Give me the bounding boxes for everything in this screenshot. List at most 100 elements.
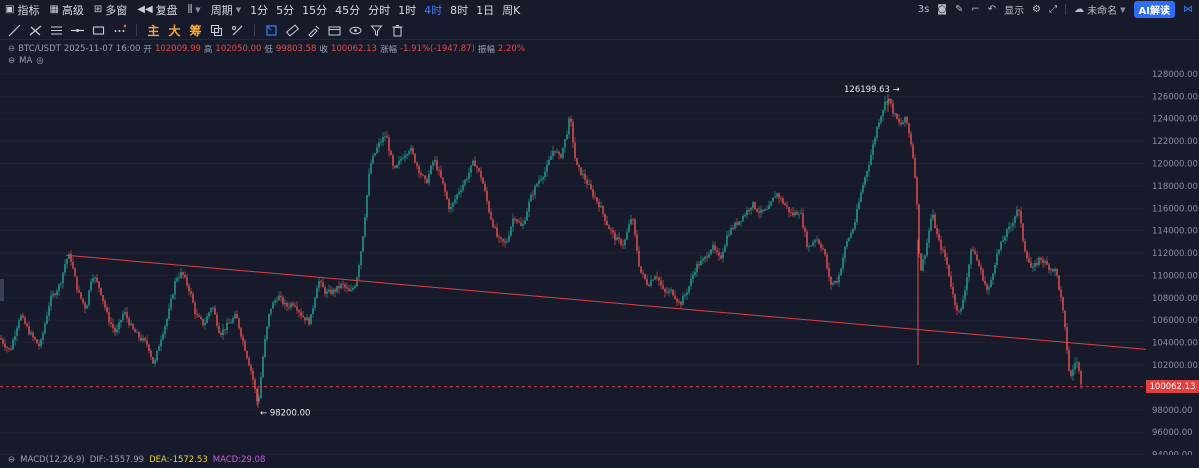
display-button[interactable]: 显示 (1004, 2, 1024, 17)
share-icon[interactable]: ⋈ (1183, 4, 1193, 15)
candle-body (636, 234, 638, 251)
period-1m[interactable]: 1分 (250, 3, 269, 17)
candle-body (804, 227, 806, 232)
horizontal-line-tool-icon[interactable] (67, 21, 88, 40)
draw-pen-icon[interactable]: ✎ (955, 4, 964, 15)
candle-body (412, 147, 414, 154)
hide-drawing-icon[interactable] (324, 21, 345, 40)
candle-body (798, 213, 800, 215)
lock-drawing-icon[interactable] (303, 21, 324, 40)
candle-body (536, 183, 538, 187)
candle-body (432, 162, 434, 166)
candle-body (826, 254, 828, 268)
settings-icon[interactable]: ⚙ (1032, 4, 1042, 15)
trash-icon[interactable] (387, 21, 408, 40)
candle-body (832, 282, 834, 285)
trendline-tool-icon[interactable] (4, 21, 25, 40)
candle-body (988, 287, 990, 290)
ai-analysis-button[interactable]: AI解读 (1133, 1, 1175, 18)
main-indicator-toggle[interactable]: 主 (147, 23, 160, 38)
candle-body (88, 290, 90, 306)
period-label: 周期 (210, 3, 233, 17)
candle-body (62, 272, 64, 284)
advanced-label: 高级 (61, 3, 84, 17)
period-1w[interactable]: 周K (502, 3, 521, 17)
candlestick-chart[interactable]: 126199.63 → ← 98200.00 128000.00 126000.00… (0, 41, 1199, 455)
top-right-tools: 3s ◙ ✎ ⌐ ↶ 显示 ⚙ ⤢ ☁ 未命名 ▼ AI解读 ⋈ (918, 0, 1199, 19)
candle-body (98, 281, 100, 288)
candle-body (898, 118, 900, 123)
candle-body (364, 217, 366, 237)
period-8h[interactable]: 8时 (450, 3, 469, 17)
period-menu-button[interactable]: 周期 ▼ (206, 0, 246, 19)
collapse-icon[interactable]: ⊖ (8, 455, 16, 465)
candle-body (472, 160, 474, 166)
candle-body (914, 157, 916, 178)
chevron-down-icon: ▼ (195, 5, 201, 14)
candle-body (456, 194, 458, 200)
candle-body (444, 183, 446, 192)
expand-icon[interactable]: ⌐ (971, 4, 980, 15)
candle-body (652, 279, 654, 281)
chart-type-button[interactable]: ⫼ ▼ (183, 0, 206, 19)
refresh-interval[interactable]: 3s (917, 4, 930, 15)
filter-icon[interactable] (366, 21, 387, 40)
eye-icon[interactable] (345, 21, 366, 40)
divider (254, 24, 255, 36)
indicator-button[interactable]: ▣ 指标 (0, 0, 44, 19)
candle-body (690, 278, 692, 287)
candle-body (618, 237, 620, 240)
candle-body (822, 248, 824, 250)
camera-icon[interactable]: ◙ (937, 4, 947, 15)
collapse-icon[interactable]: ⊖ (8, 44, 16, 54)
ray-tool-icon[interactable] (25, 21, 46, 40)
eye-off-icon[interactable]: ◎ (36, 56, 44, 66)
period-4h[interactable]: 4时 (424, 3, 443, 17)
ma-indicator-row: ⊖ MA ◎ (8, 56, 44, 66)
candle-body (492, 219, 494, 228)
period-1d[interactable]: 1日 (476, 3, 495, 17)
period-timeshare[interactable]: 分时 (368, 3, 391, 17)
candle-body (970, 249, 972, 265)
fullscreen-icon[interactable]: ⤢ (1049, 4, 1058, 15)
candle-body (916, 177, 918, 205)
period-45m[interactable]: 45分 (335, 3, 361, 17)
candle-body (878, 122, 880, 128)
candle-body (738, 221, 740, 225)
close-label: 收 (319, 45, 328, 55)
panel-resize-handle[interactable] (0, 279, 4, 301)
period-15m[interactable]: 15分 (302, 3, 328, 17)
rectangle-tool-icon[interactable] (88, 21, 109, 40)
candle-body (278, 295, 280, 301)
overlays-group: 126199.63 → ← 98200.00 (0, 85, 1147, 419)
parallel-lines-tool-icon[interactable] (46, 21, 67, 40)
candle-body (144, 338, 146, 341)
candle-body (648, 284, 650, 286)
candle-body (560, 154, 562, 158)
layout-menu[interactable]: ☁ 未命名 ▼ (1074, 2, 1125, 17)
period-5m[interactable]: 5分 (276, 3, 295, 17)
collapse-icon[interactable]: ⊖ (8, 56, 16, 66)
candle-body (1000, 241, 1002, 250)
candle-body (4, 343, 6, 348)
chip-distribution-toggle[interactable]: 筹 (189, 23, 202, 38)
replay-button[interactable]: ◀◀ 复盘 (132, 0, 182, 19)
candle-datetime: 2025-11-07 16:00 (63, 44, 141, 54)
overlay-icon[interactable] (206, 21, 227, 40)
candle-body (252, 370, 254, 380)
advanced-button[interactable]: ▦ 高级 (44, 0, 88, 19)
magnet-icon[interactable] (261, 21, 282, 40)
candle-body (582, 173, 584, 176)
big-order-toggle[interactable]: 大 (168, 23, 181, 38)
y-tick-label: 102000.00 (1152, 361, 1198, 371)
candle-body (744, 215, 746, 216)
candle-body (874, 137, 876, 145)
eraser-icon[interactable] (227, 21, 248, 40)
candle-body (538, 180, 540, 184)
period-1h[interactable]: 1时 (398, 3, 417, 17)
indicator-icon: ▣ (5, 4, 15, 15)
multiwindow-button[interactable]: ⊞ 多窗 (89, 0, 132, 19)
ruler-icon[interactable] (282, 21, 303, 40)
more-tools-icon[interactable] (109, 21, 130, 40)
undo-icon[interactable]: ↶ (987, 4, 997, 15)
